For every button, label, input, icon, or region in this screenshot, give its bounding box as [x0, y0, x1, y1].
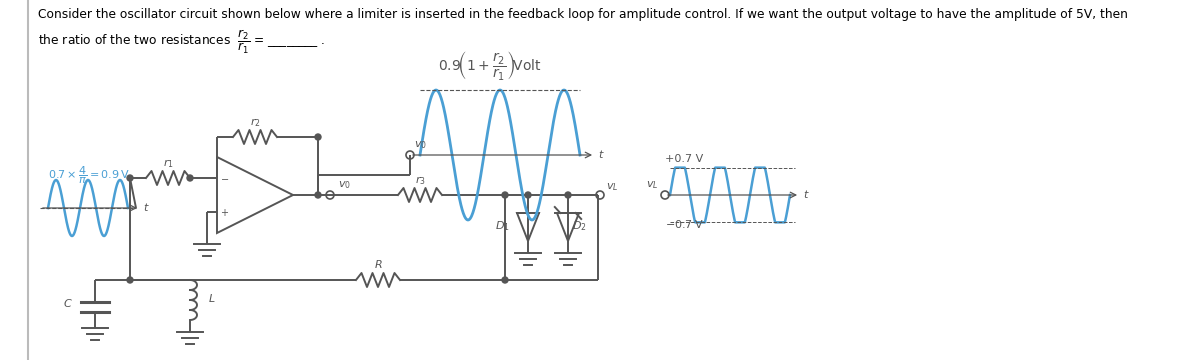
Text: $v_L$: $v_L$ — [606, 181, 618, 193]
Text: $C$: $C$ — [64, 297, 73, 309]
Circle shape — [565, 192, 571, 198]
Text: Consider the oscillator circuit shown below where a limiter is inserted in the f: Consider the oscillator circuit shown be… — [38, 8, 1128, 21]
Text: $r_3$: $r_3$ — [414, 174, 426, 187]
Text: $+$: $+$ — [221, 207, 229, 217]
Text: $-$: $-$ — [221, 173, 229, 183]
Text: $-$0.7 V: $-$0.7 V — [665, 219, 704, 230]
Text: $t$: $t$ — [598, 148, 605, 160]
Text: $0.9\!\left(1+\dfrac{r_2}{r_1}\right)\!\mathrm{Volt}$: $0.9\!\left(1+\dfrac{r_2}{r_1}\right)\!\… — [438, 49, 542, 81]
Text: $t$: $t$ — [143, 201, 150, 213]
Text: $v_L$: $v_L$ — [646, 179, 659, 191]
Text: $D_1$: $D_1$ — [496, 219, 510, 233]
Circle shape — [127, 175, 133, 181]
Text: $r_2$: $r_2$ — [250, 116, 260, 129]
Text: $D_2$: $D_2$ — [572, 219, 587, 233]
Circle shape — [502, 192, 508, 198]
Circle shape — [502, 277, 508, 283]
Text: $v_0$: $v_0$ — [338, 179, 350, 191]
Text: $r_1$: $r_1$ — [162, 157, 174, 170]
Text: $t$: $t$ — [803, 188, 810, 200]
Text: +0.7 V: +0.7 V — [665, 154, 703, 164]
Text: $0.7\times\dfrac{4}{\pi}=0.9\,\mathrm{V}$: $0.7\times\dfrac{4}{\pi}=0.9\,\mathrm{V}… — [48, 164, 130, 186]
Text: $R$: $R$ — [373, 258, 383, 270]
Text: the ratio of the two resistances  $\dfrac{r_2}{r_1}$ = ________ .: the ratio of the two resistances $\dfrac… — [38, 28, 325, 56]
Circle shape — [187, 175, 193, 181]
Text: $v_0$: $v_0$ — [414, 139, 427, 151]
Circle shape — [526, 192, 530, 198]
Circle shape — [127, 277, 133, 283]
Circle shape — [314, 134, 322, 140]
Circle shape — [314, 192, 322, 198]
Text: $L$: $L$ — [208, 292, 216, 304]
